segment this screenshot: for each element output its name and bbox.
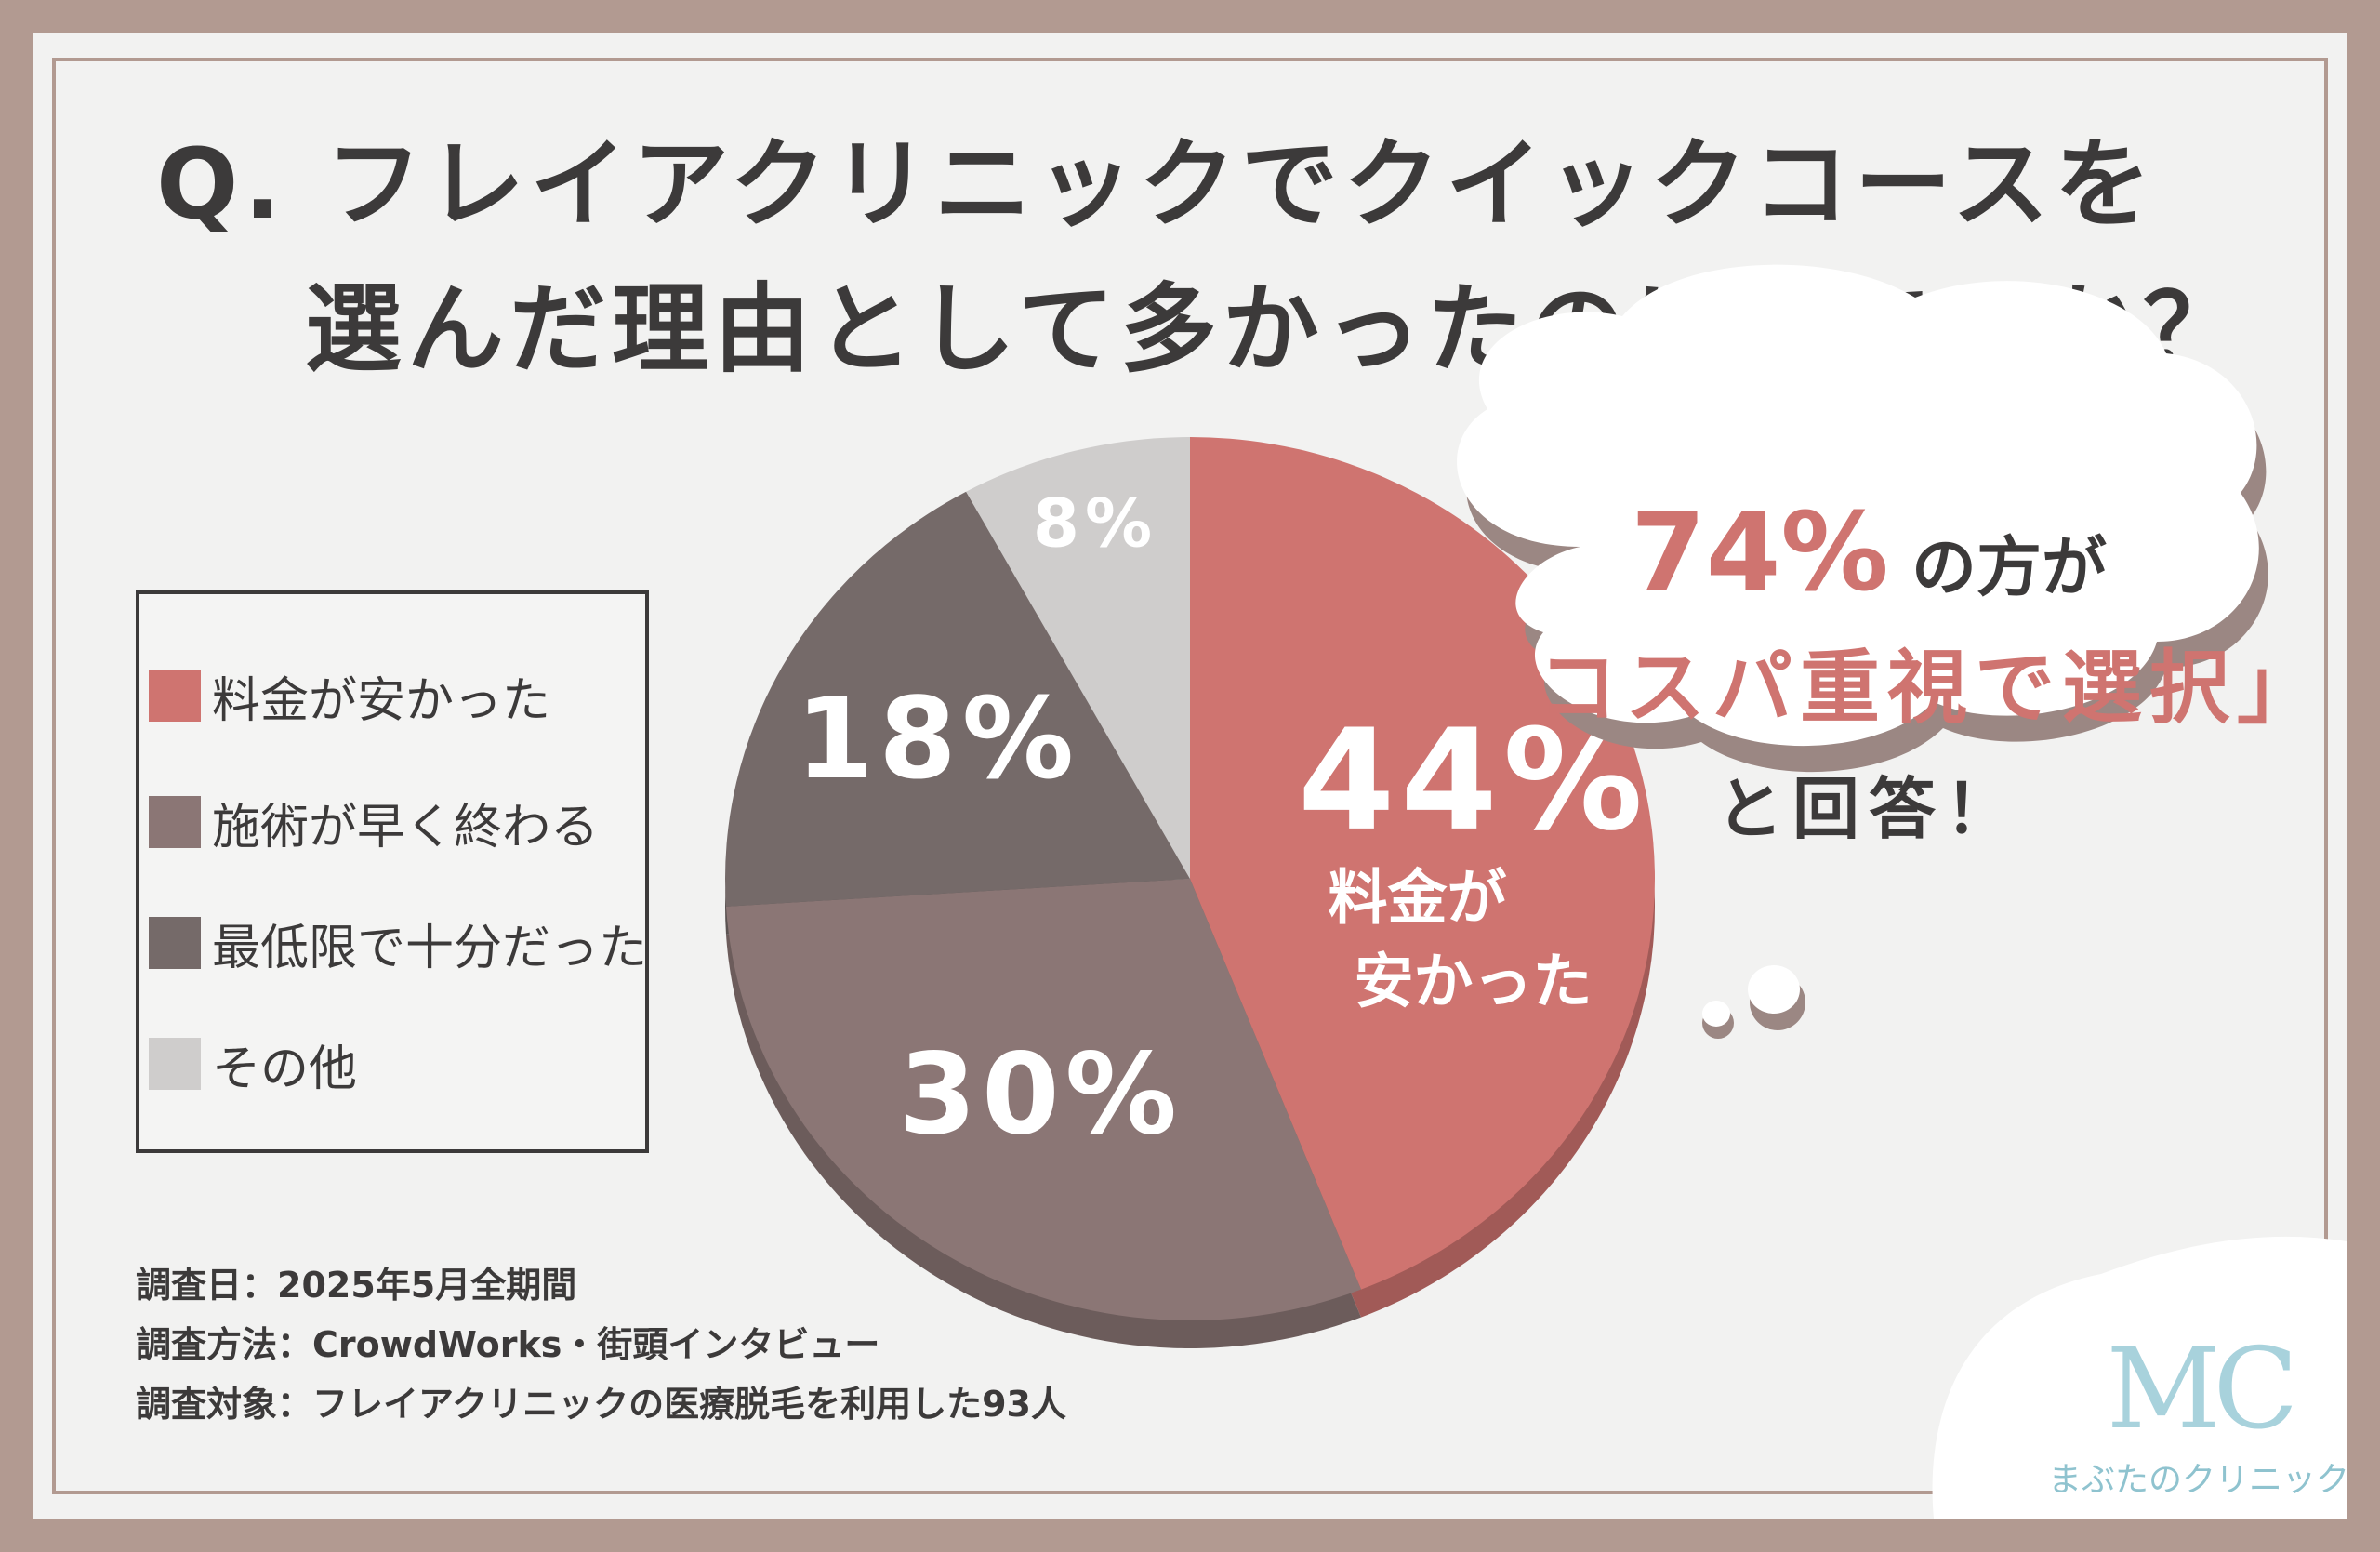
survey-method: 調査方法：CrowdWorks・街頭インタビュー [136,1324,880,1365]
logo-mark: MC [2106,1325,2299,1454]
bubble-dot-large [1748,965,1800,1014]
legend-item-minimum: 最低限で十分だった [149,910,648,976]
pie-slice-other [966,437,1190,879]
pie-slices-layer [724,437,1656,1320]
legend-label-price: 料金が安かった [212,672,551,729]
callout-percent: 74% [1630,490,1889,616]
logo-name: まぶたのクリニック [2047,1461,2349,1499]
logo-wave-shape [1932,1236,2347,1519]
bubble-dot-small [1702,1001,1730,1027]
pie-label-other: 8% [1033,484,1157,562]
legend-swatch-other [149,1038,201,1090]
speech-bubble [1457,264,2268,1039]
legend-label-minimum: 最低限で十分だった [212,920,648,976]
legend-label-speed: 施術が早く終わる [212,799,600,856]
callout-line-2: 「コスパ重視で選択」 [1450,642,2324,735]
pie-sublabel-price-2: 安かった [1355,948,1593,1016]
callout: 74% の方が 「コスパ重視で選択」 と回答！ [1450,493,2324,869]
survey-info: 調査日：2025年5月全期間 調査方法：CrowdWorks・街頭インタビュー … [136,1255,1066,1434]
callout-line-1: 74% の方が [1450,493,2287,628]
pie-slice-speed [725,879,1362,1320]
clinic-logo: MC まぶたのクリニック [2045,1330,2352,1501]
pie-slice-minimum [724,491,1190,907]
legend-item-price: 料金が安かった [149,663,551,729]
pie-sublabel-price-1: 料金が [1329,864,1507,933]
legend-swatch-price [149,670,201,722]
pie-label-speed: 30% [899,1030,1183,1160]
legend-item-other: その他 [149,1031,358,1097]
legend-item-speed: 施術が早く終わる [149,789,600,856]
callout-line-3: と回答！ [1715,770,2021,848]
legend: 料金が安かった 施術が早く終わる 最低限で十分だった その他 [136,590,649,1153]
survey-date: 調査日：2025年5月全期間 [136,1265,577,1306]
pie-label-minimum: 18% [796,675,1079,804]
survey-target: 調査対象：フレイアクリニックの医療脱毛を利用した93人 [136,1384,1066,1425]
legend-swatch-speed [149,796,201,848]
callout-line-1-rest: の方が [1911,529,2108,605]
legend-label-other: その他 [212,1041,358,1097]
speech-bubble-body [1457,264,2259,747]
legend-swatch-minimum [149,917,201,969]
title-line-1: Q. フレイアクリニックでクイックコースを [156,127,2157,241]
logo-wave [1932,1236,2347,1519]
